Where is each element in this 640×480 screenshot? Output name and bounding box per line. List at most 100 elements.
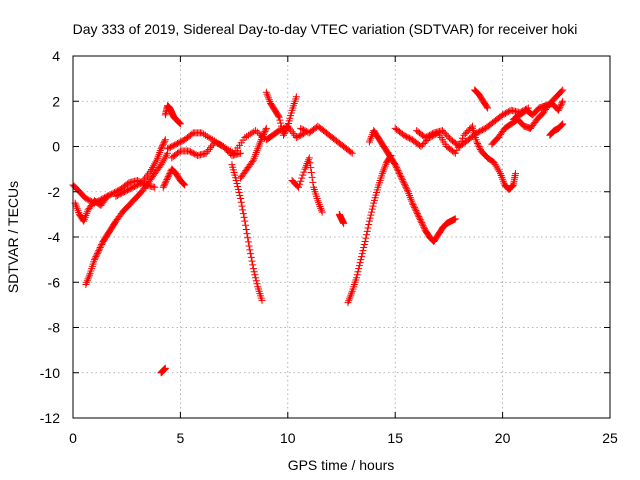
data-point <box>428 130 436 138</box>
data-point <box>499 111 507 119</box>
data-point <box>252 277 260 285</box>
data-point <box>188 149 196 157</box>
data-point <box>212 139 220 147</box>
data-point <box>441 130 449 138</box>
data-point <box>363 231 371 239</box>
data-point <box>500 110 508 118</box>
data-point <box>393 164 401 172</box>
data-point <box>252 127 260 135</box>
data-point <box>363 227 371 235</box>
data-point <box>168 143 176 150</box>
data-point <box>248 158 256 166</box>
data-point <box>479 126 487 134</box>
series-R <box>391 122 477 157</box>
data-point <box>109 189 117 197</box>
data-point <box>408 199 416 207</box>
data-point <box>508 182 516 190</box>
data-point <box>258 296 266 304</box>
data-point <box>413 210 421 218</box>
data-point <box>474 128 482 136</box>
data-point <box>416 216 424 224</box>
data-point <box>461 130 469 138</box>
data-point <box>403 133 411 141</box>
data-point <box>556 103 564 111</box>
data-point <box>282 127 290 135</box>
data-point <box>214 139 222 147</box>
data-point <box>294 133 302 141</box>
data-point <box>305 154 313 162</box>
series-I <box>168 138 245 162</box>
data-point <box>98 241 106 249</box>
data-point <box>94 248 102 256</box>
data-point <box>483 103 491 111</box>
data-point <box>367 211 375 219</box>
data-point <box>172 140 180 148</box>
data-point <box>356 259 364 267</box>
data-point <box>440 128 448 136</box>
data-point <box>360 241 368 249</box>
data-point <box>255 130 263 138</box>
data-point <box>219 143 227 150</box>
data-point <box>307 169 315 177</box>
data-point <box>166 143 174 151</box>
data-point <box>112 192 120 200</box>
data-point <box>180 180 188 188</box>
y-tick-label: -4 <box>48 229 61 245</box>
series-E <box>157 364 169 377</box>
data-point <box>410 202 418 210</box>
data-point <box>161 179 169 187</box>
data-point <box>115 191 123 199</box>
data-point <box>163 176 171 184</box>
x-tick-label: 5 <box>177 430 185 446</box>
data-point <box>362 234 370 242</box>
data-point <box>116 190 124 198</box>
data-point <box>280 130 288 138</box>
data-point <box>176 138 184 146</box>
data-point <box>554 106 562 114</box>
data-point <box>135 180 143 188</box>
data-point <box>161 137 169 145</box>
data-point <box>92 253 100 261</box>
data-point <box>241 133 249 141</box>
data-point <box>161 180 169 188</box>
data-point <box>413 208 421 216</box>
data-point <box>93 251 101 259</box>
data-point <box>394 167 402 175</box>
data-point <box>559 97 567 105</box>
data-point <box>161 136 169 144</box>
data-point <box>306 159 314 167</box>
data-point <box>171 141 179 149</box>
data-point <box>401 132 409 140</box>
data-point <box>189 149 197 157</box>
data-point <box>166 170 174 178</box>
data-point <box>121 188 129 196</box>
data-point <box>402 183 410 191</box>
data-point <box>423 133 431 141</box>
data-point <box>404 133 412 141</box>
data-point <box>460 131 468 139</box>
data-point <box>301 127 309 135</box>
data-point <box>476 127 484 135</box>
data-point <box>198 129 206 137</box>
data-point <box>249 261 257 269</box>
data-points <box>69 86 567 377</box>
data-point <box>126 185 134 193</box>
data-point <box>161 364 169 372</box>
data-point <box>396 171 404 179</box>
data-point <box>397 173 405 181</box>
series-F <box>161 102 184 128</box>
data-point <box>282 125 290 133</box>
data-point <box>414 211 422 219</box>
series-X <box>546 120 567 139</box>
data-point <box>401 180 409 188</box>
data-point <box>424 132 432 140</box>
data-point <box>164 173 172 181</box>
data-point <box>132 182 140 190</box>
y-axis-label: SDTVAR / TECUs <box>5 181 21 293</box>
series-O <box>335 210 348 227</box>
data-point <box>298 125 306 133</box>
data-point <box>418 141 426 149</box>
data-point <box>259 132 267 140</box>
series-B <box>71 192 111 225</box>
data-point <box>237 149 245 157</box>
